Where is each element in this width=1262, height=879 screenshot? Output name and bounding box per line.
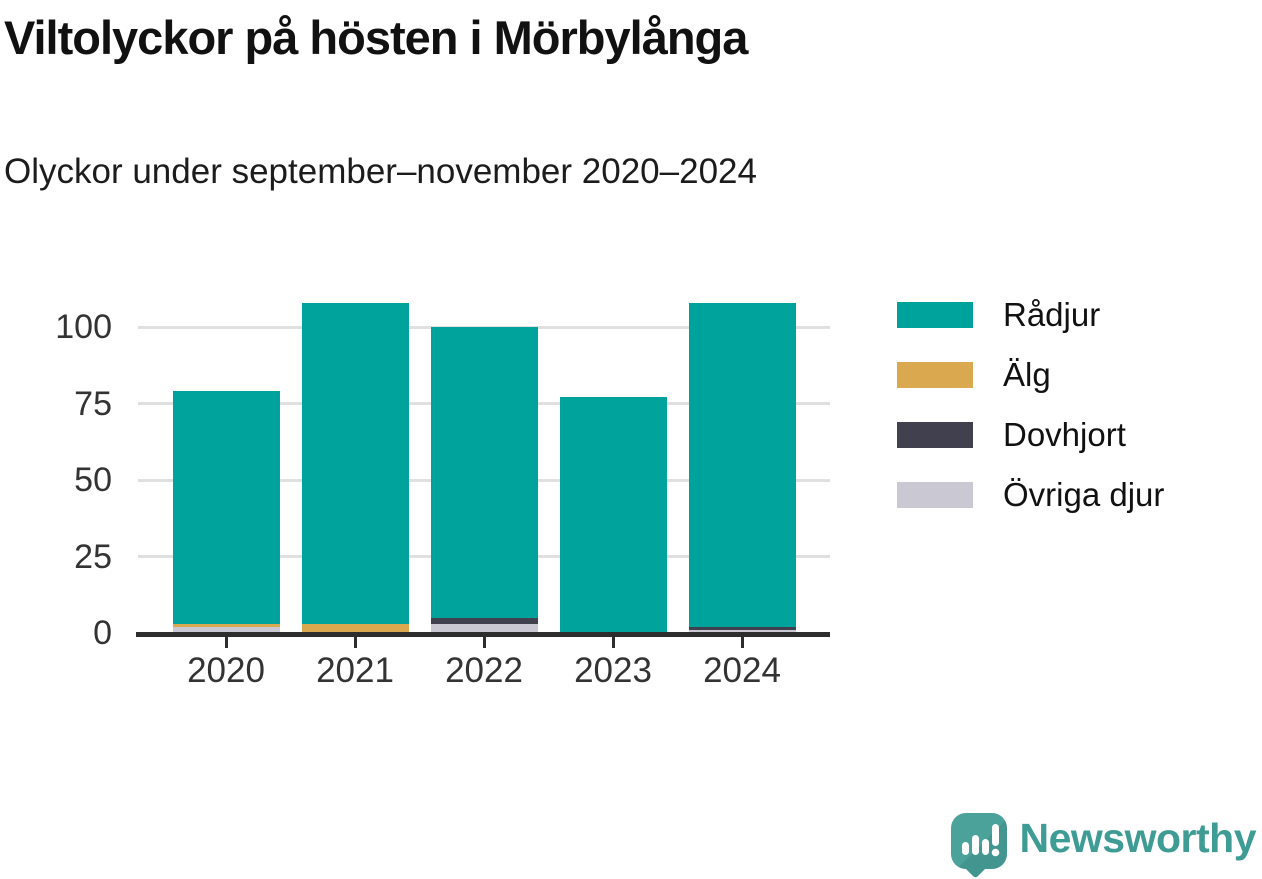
- legend-label: Dovhjort: [1003, 415, 1126, 453]
- bar-2021: [301, 303, 409, 633]
- chart-title: Viltolyckor på hösten i Mörbylånga: [4, 11, 748, 64]
- newsworthy-logo-text: Newsworthy: [1019, 814, 1257, 861]
- stacked-bar-chart: 0 25 50 75 100 2020 2021 2022 2023 2024: [0, 293, 880, 713]
- x-label-2022: 2022: [445, 651, 523, 690]
- bar-segment-2024-Övriga djur: [688, 630, 796, 633]
- bars: [138, 293, 830, 633]
- bar-segment-2022-Dovhjort: [430, 618, 538, 624]
- x-tick-2023: [560, 637, 667, 649]
- x-label-2020: 2020: [187, 651, 265, 690]
- x-tick-mark: [353, 637, 357, 648]
- legend-swatch: [897, 301, 973, 328]
- x-label-2023: 2023: [574, 651, 652, 690]
- bar-segment-2022-Övriga djur: [430, 624, 538, 633]
- x-tick-mark: [482, 637, 486, 648]
- plot-area: 2020 2021 2022 2023 2024: [136, 293, 830, 690]
- legend-item-Rådjur: Rådjur: [897, 296, 1164, 333]
- x-tick-mark: [740, 637, 744, 648]
- x-label-2024: 2024: [703, 651, 781, 690]
- y-tick-label-75: 75: [74, 384, 112, 423]
- x-axis-ticks: [138, 637, 830, 649]
- legend-swatch: [897, 481, 973, 508]
- y-tick-label-50: 50: [74, 461, 112, 499]
- y-tick-label-100: 100: [55, 308, 112, 346]
- bar-segment-2024-Dovhjort: [688, 627, 796, 630]
- x-axis-labels: 2020 2021 2022 2023 2024: [138, 651, 830, 691]
- legend-swatch: [897, 361, 973, 388]
- bar-segment-2024-Rådjur: [688, 303, 796, 627]
- legend-swatch: [897, 421, 973, 448]
- bar-segment-2020-Övriga djur: [172, 627, 280, 633]
- legend-label: Älg: [1003, 355, 1051, 393]
- bar-2022: [430, 327, 538, 633]
- x-axis-line: [136, 632, 830, 637]
- legend-item-Dovhjort: Dovhjort: [897, 416, 1164, 453]
- legend-item-Älg: Älg: [897, 356, 1164, 393]
- y-tick-label-0: 0: [93, 614, 112, 652]
- bar-segment-2020-Älg: [172, 624, 280, 627]
- newsworthy-branding: Newsworthy: [950, 813, 1257, 869]
- legend-label: Övriga djur: [1003, 475, 1165, 513]
- x-tick-mark: [611, 637, 615, 648]
- bar-2023: [559, 397, 667, 633]
- chart-subtitle: Olyckor under september–november 2020–20…: [4, 152, 757, 191]
- bar-segment-2021-Älg: [301, 624, 409, 633]
- legend: Rådjur Älg Dovhjort Övriga djur: [897, 296, 1164, 541]
- x-label-2021: 2021: [316, 651, 394, 690]
- bar-segment-2020-Rådjur: [172, 391, 280, 624]
- legend-item-Övriga djur: Övriga djur: [897, 476, 1164, 513]
- x-tick-2020: [173, 637, 280, 649]
- x-tick-2024: [689, 637, 796, 649]
- bar-segment-2023-Rådjur: [559, 397, 667, 633]
- bar-2024: [688, 303, 796, 633]
- legend-label: Rådjur: [1003, 295, 1101, 333]
- newsworthy-bubble-bar-chart-icon: [950, 813, 1007, 869]
- bar-segment-2021-Rådjur: [301, 303, 409, 624]
- x-tick-mark: [224, 637, 228, 648]
- x-tick-2022: [431, 637, 538, 649]
- x-tick-2021: [302, 637, 409, 649]
- y-tick-label-25: 25: [74, 537, 112, 576]
- bar-segment-2022-Rådjur: [430, 327, 538, 618]
- bar-2020: [172, 391, 280, 633]
